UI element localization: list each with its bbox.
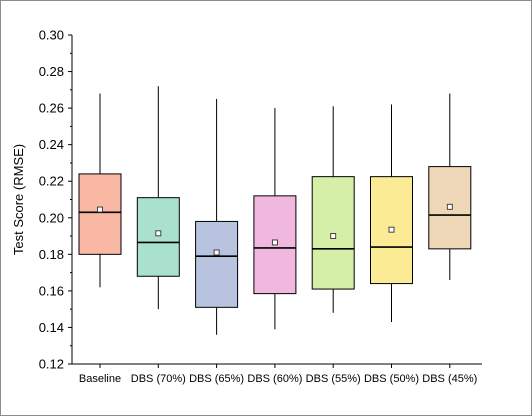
y-axis-title: Test Score (RMSE) (11, 144, 26, 255)
mean-marker (330, 233, 337, 240)
mean-marker (271, 239, 278, 246)
box (136, 197, 180, 277)
y-tick-label: 0.12 (39, 357, 64, 372)
y-tick-label: 0.26 (39, 101, 64, 116)
labels: 0.12 0.14 0.16 0.18 0.20 0.22 0.24 0.26 0.28 0.30… (39, 28, 478, 386)
y-tick-label: 0.24 (39, 137, 64, 152)
mean-marker (388, 226, 395, 233)
x-tick-label: DBS (60%) (247, 373, 302, 385)
box (311, 176, 355, 290)
y-tick-label: 0.16 (39, 283, 64, 298)
y-tick-label: 0.14 (39, 320, 64, 335)
x-tick-label: DBS (45%) (422, 373, 477, 385)
y-tick-label: 0.30 (39, 28, 64, 43)
mean-marker (97, 206, 103, 213)
mean-marker (446, 203, 453, 210)
x-tick-label: DBS (55%) (306, 373, 361, 385)
y-tick-label: 0.20 (39, 210, 64, 225)
y-tick-label: 0.28 (39, 64, 64, 79)
y-tick-label: 0.18 (39, 247, 64, 262)
mean-marker (213, 249, 220, 256)
x-tick-label: DBS (70%) (131, 373, 186, 385)
box (428, 166, 472, 250)
mean-marker (155, 230, 162, 237)
y-tick-label: 0.22 (39, 174, 64, 189)
x-tick-label: DBS (65%) (189, 373, 244, 385)
x-tick-label: Baseline (79, 373, 121, 385)
box (195, 220, 239, 308)
x-tick-label: DBS (50%) (364, 373, 419, 385)
boxes (78, 86, 472, 335)
axes (68, 34, 482, 368)
box (78, 173, 122, 255)
